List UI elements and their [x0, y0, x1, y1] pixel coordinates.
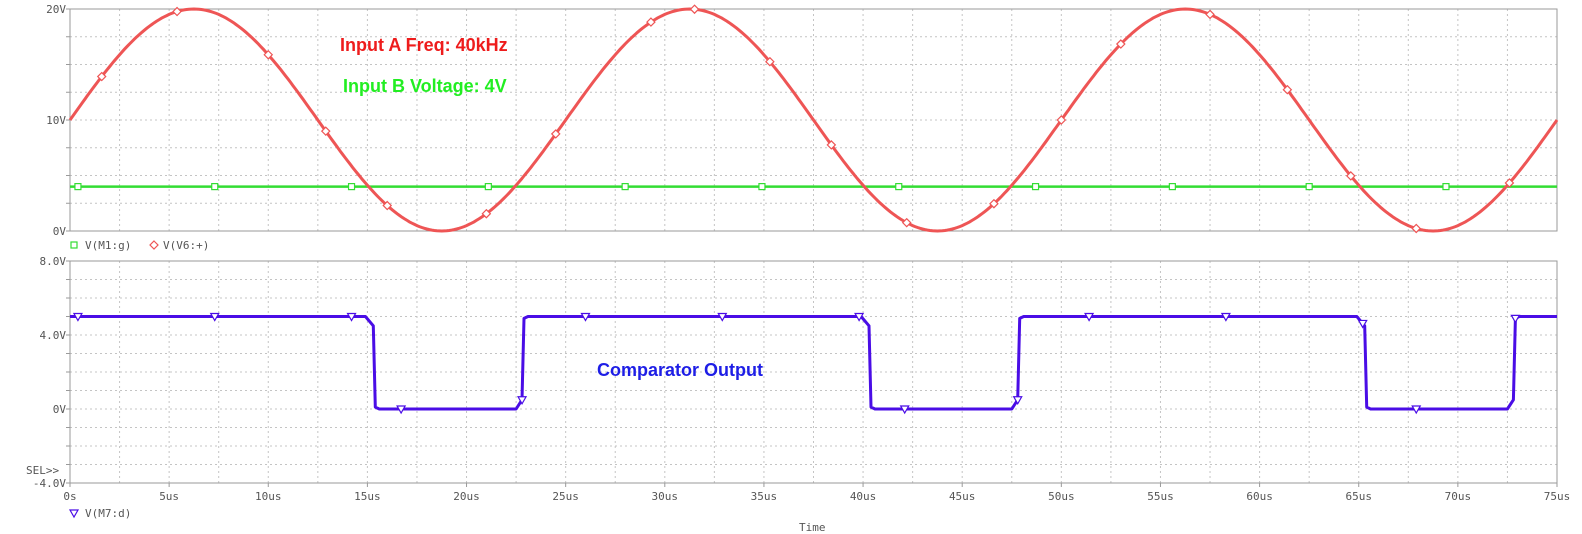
marker-square	[74, 183, 82, 191]
annotation-input-a-freq: Input A Freq: 40kHz	[340, 35, 508, 55]
legend-marker-square	[70, 241, 78, 249]
trace-markers	[72, 4, 1521, 415]
marker-diamond	[689, 4, 700, 15]
marker-square	[1031, 183, 1040, 191]
marker-triangle	[72, 312, 83, 322]
annotation-comparator-output: Comparator Output	[597, 360, 763, 380]
marker-square	[211, 183, 219, 191]
marker-square	[347, 183, 356, 191]
marker-diamond	[1345, 171, 1356, 181]
marker-diamond	[1282, 84, 1293, 95]
y-tick-label: 0V	[53, 403, 67, 416]
marker-diamond	[765, 56, 775, 67]
marker-triangle	[1220, 312, 1231, 322]
marker-diamond	[1411, 223, 1422, 234]
marker-diamond	[550, 129, 561, 139]
marker-diamond	[826, 140, 837, 150]
bottom-legend: V(M7:d)	[68, 507, 131, 520]
marker-triangle	[396, 405, 407, 415]
x-tick-label: 15us	[354, 490, 381, 503]
x-tick-label: 75us	[1544, 490, 1571, 503]
marker-square	[1305, 183, 1313, 191]
marker-square	[758, 183, 766, 191]
legend-label: V(M1:g)	[85, 239, 131, 252]
marker-triangle	[717, 312, 728, 322]
legend-marker-diamond	[149, 240, 159, 250]
x-tick-label: 20us	[453, 490, 480, 503]
trace-v-v6-plus	[68, 7, 1559, 233]
marker-triangle	[899, 405, 910, 415]
y-tick-label: 0V	[53, 225, 67, 238]
y-tick-label: 8.0V	[40, 255, 67, 268]
marker-triangle	[1084, 312, 1095, 322]
marker-triangle	[209, 312, 220, 322]
marker-diamond	[172, 6, 182, 17]
marker-triangle	[1012, 396, 1023, 405]
marker-square	[1442, 183, 1450, 191]
marker-triangle	[1357, 319, 1368, 329]
x-tick-label: 50us	[1048, 490, 1075, 503]
y-tick-label: 10V	[46, 114, 66, 127]
marker-diamond	[263, 49, 274, 60]
legend-marker-triangle	[68, 509, 80, 519]
marker-diamond	[382, 200, 393, 211]
top-y-axis-labels: 20V 10V 0V	[46, 3, 66, 238]
marker-triangle	[517, 396, 528, 405]
marker-diamond	[901, 217, 912, 228]
marker-triangle	[854, 312, 865, 322]
marker-diamond	[320, 126, 331, 136]
marker-square	[484, 183, 492, 191]
marker-diamond	[1115, 39, 1126, 49]
annotation-input-b-voltage: Input B Voltage: 4V	[343, 76, 507, 96]
x-tick-label: 60us	[1246, 490, 1273, 503]
marker-square	[895, 183, 903, 191]
marker-diamond	[481, 208, 492, 219]
x-tick-label: 65us	[1345, 490, 1372, 503]
x-tick-label: 35us	[751, 490, 778, 503]
legend-label: V(V6:+)	[163, 239, 209, 252]
y-tick-label: 4.0V	[40, 329, 67, 342]
marker-triangle	[1510, 314, 1521, 324]
selection-marker: SEL>>	[26, 464, 59, 477]
marker-diamond	[989, 198, 999, 209]
top-plot-grid	[66, 8, 1558, 232]
marker-triangle	[1411, 405, 1422, 415]
marker-square	[1168, 183, 1176, 191]
marker-diamond	[646, 17, 656, 27]
x-tick-label: 55us	[1147, 490, 1174, 503]
x-tick-label: 40us	[850, 490, 877, 503]
marker-diamond	[1056, 115, 1067, 125]
marker-diamond	[1504, 178, 1515, 188]
top-legend: V(M1:g) V(V6:+)	[70, 239, 209, 252]
y-tick-label: -4.0V	[33, 477, 66, 490]
x-axis-title: Time	[799, 521, 826, 534]
x-tick-label: 10us	[255, 490, 282, 503]
x-tick-label: 70us	[1445, 490, 1472, 503]
y-tick-label: 20V	[46, 3, 66, 16]
marker-triangle	[346, 312, 357, 322]
x-tick-label: 30us	[652, 490, 679, 503]
bottom-plot-grid	[66, 260, 1558, 484]
x-tick-label: 45us	[949, 490, 976, 503]
bottom-y-axis-labels: 8.0V 4.0V 0V -4.0V	[33, 255, 66, 490]
marker-triangle	[580, 312, 591, 322]
x-tick-label: 0s	[63, 490, 76, 503]
marker-diamond	[1205, 9, 1215, 20]
x-tick-label: 25us	[552, 490, 579, 503]
marker-diamond	[96, 71, 107, 82]
marker-square	[621, 183, 629, 191]
x-tick-label: 5us	[159, 490, 179, 503]
legend-label: V(M7:d)	[85, 507, 131, 520]
x-axis-labels: 0s 5us 10us 15us 20us 25us 30us 35us 40us 45us 50u…	[63, 483, 1570, 503]
